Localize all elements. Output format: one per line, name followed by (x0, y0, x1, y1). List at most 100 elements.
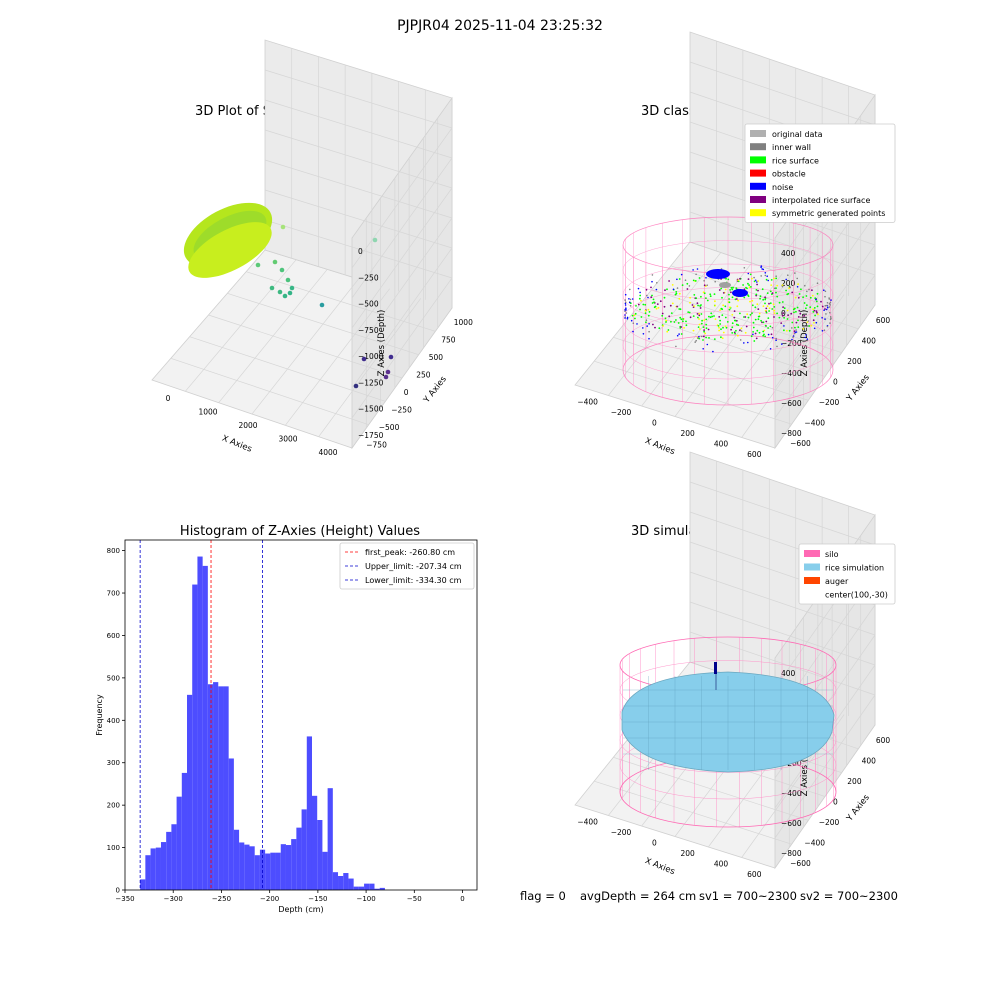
plot1-ytick: 500 (429, 353, 444, 362)
plot4-legend-label: center(100,-30) (825, 591, 888, 600)
plot2-wall-point (648, 323, 650, 325)
plot2-wall-point (794, 331, 796, 334)
plot2-point (638, 297, 641, 300)
plot2-legend-swatch (750, 143, 766, 151)
plot2-point (760, 319, 762, 322)
plot2-point (694, 280, 697, 282)
plot2-point (813, 309, 816, 312)
plot2-point (722, 304, 725, 307)
plot2-wall-point (804, 284, 806, 287)
plot2-point (699, 305, 701, 307)
plot2-point (769, 325, 772, 328)
plot2-point (668, 280, 670, 282)
plot2-point (722, 292, 725, 294)
plot2-wall-point (626, 316, 629, 319)
plot2-point (797, 319, 799, 322)
plot2-point (810, 324, 813, 327)
plot2-point (731, 326, 734, 329)
plot2-point (733, 316, 736, 319)
plot2-noise-cluster (732, 289, 748, 297)
plot2-point (698, 314, 701, 317)
plot2-point (704, 332, 707, 335)
histogram-bar (140, 879, 146, 890)
plot2-point (815, 310, 818, 312)
plot2-wall-point (829, 311, 831, 314)
histogram-xtick-label: −300 (164, 895, 183, 903)
plot2-point (705, 327, 708, 330)
plot2-ytick: 400 (862, 337, 877, 346)
plot2-wall-point (808, 288, 810, 291)
plot2-wall-point (646, 294, 648, 297)
plot2-point (744, 331, 747, 334)
plot2-point (709, 293, 712, 296)
plot2-point (773, 306, 776, 308)
plot4-ztick: −400 (781, 789, 802, 798)
plot2-point (813, 322, 815, 324)
plot2-wall-point (824, 295, 826, 298)
plot2-point (739, 277, 741, 280)
plot2-point (768, 307, 771, 310)
plot2-wall-point (629, 298, 632, 301)
plot1-xtick: 3000 (278, 435, 297, 444)
histogram-bar (311, 795, 318, 890)
plot2-point (661, 314, 664, 317)
plot2-legend-label: rice surface (772, 156, 819, 165)
plot1-ytick: 250 (416, 370, 431, 379)
plot2-point (668, 315, 671, 318)
histogram-bar (197, 556, 203, 890)
plot2-point (814, 297, 817, 300)
plot4-ztick: −600 (781, 819, 802, 828)
plot2-point (700, 322, 703, 325)
plot2-wall-point (676, 278, 678, 281)
plot4-legend-label: auger (825, 577, 849, 586)
plot4-ytick: 0 (833, 798, 838, 807)
plot4-legend-swatch (804, 550, 820, 557)
plot2-wall-point (828, 298, 831, 300)
plot2-wall-point (767, 333, 770, 336)
histogram-legend-box (339, 542, 475, 590)
plot2-wall-point (705, 277, 707, 279)
plot2-wall-point (624, 301, 627, 304)
histogram-xtick-label: −200 (260, 895, 279, 903)
plot2-point (720, 307, 723, 310)
plot2-point (749, 300, 751, 303)
plot2-point (728, 308, 731, 311)
plot2-wall-point (829, 304, 831, 306)
plot2-point (773, 277, 775, 280)
plot2-point (728, 293, 730, 296)
histogram-bar (379, 887, 385, 890)
plot1-xtick: 0 (166, 394, 171, 403)
histogram-ytick-label: 500 (107, 674, 120, 682)
plot2-point (755, 293, 758, 296)
plot2-point (751, 299, 754, 302)
plot2-point (724, 288, 727, 291)
plot2-zlabel: Z Axies (Depth) (800, 310, 810, 377)
plot2-point (673, 321, 676, 323)
plot2-wall-point (826, 304, 828, 307)
plot2-point (782, 312, 785, 314)
plot2-point (805, 295, 808, 297)
plot1-xtick: 2000 (238, 421, 257, 430)
plot2-point (678, 308, 681, 310)
plot2-point (752, 321, 755, 324)
histogram-ytick-label: 0 (116, 887, 120, 895)
plot2-wall-point (789, 342, 792, 344)
plot2-wall-point (771, 336, 774, 339)
plot1-ytick: −750 (366, 440, 387, 449)
histogram-bar (291, 839, 297, 890)
plot2-point (803, 314, 806, 317)
histogram-bar (374, 888, 380, 890)
plot2-ztick: −200 (781, 339, 802, 348)
plot1-ztick: −1500 (358, 405, 384, 414)
plot2-point (731, 288, 734, 291)
histogram-bar (332, 872, 339, 890)
plot2-point (713, 338, 716, 340)
plot2-point (793, 311, 795, 314)
plot2-point (692, 315, 695, 317)
plot2-point (671, 302, 674, 305)
plot1-ztick: −250 (358, 273, 379, 282)
plot2-point (773, 316, 775, 318)
plot2-point (747, 282, 749, 285)
plot2-point (783, 316, 785, 319)
plot2-wall-point (791, 338, 793, 341)
